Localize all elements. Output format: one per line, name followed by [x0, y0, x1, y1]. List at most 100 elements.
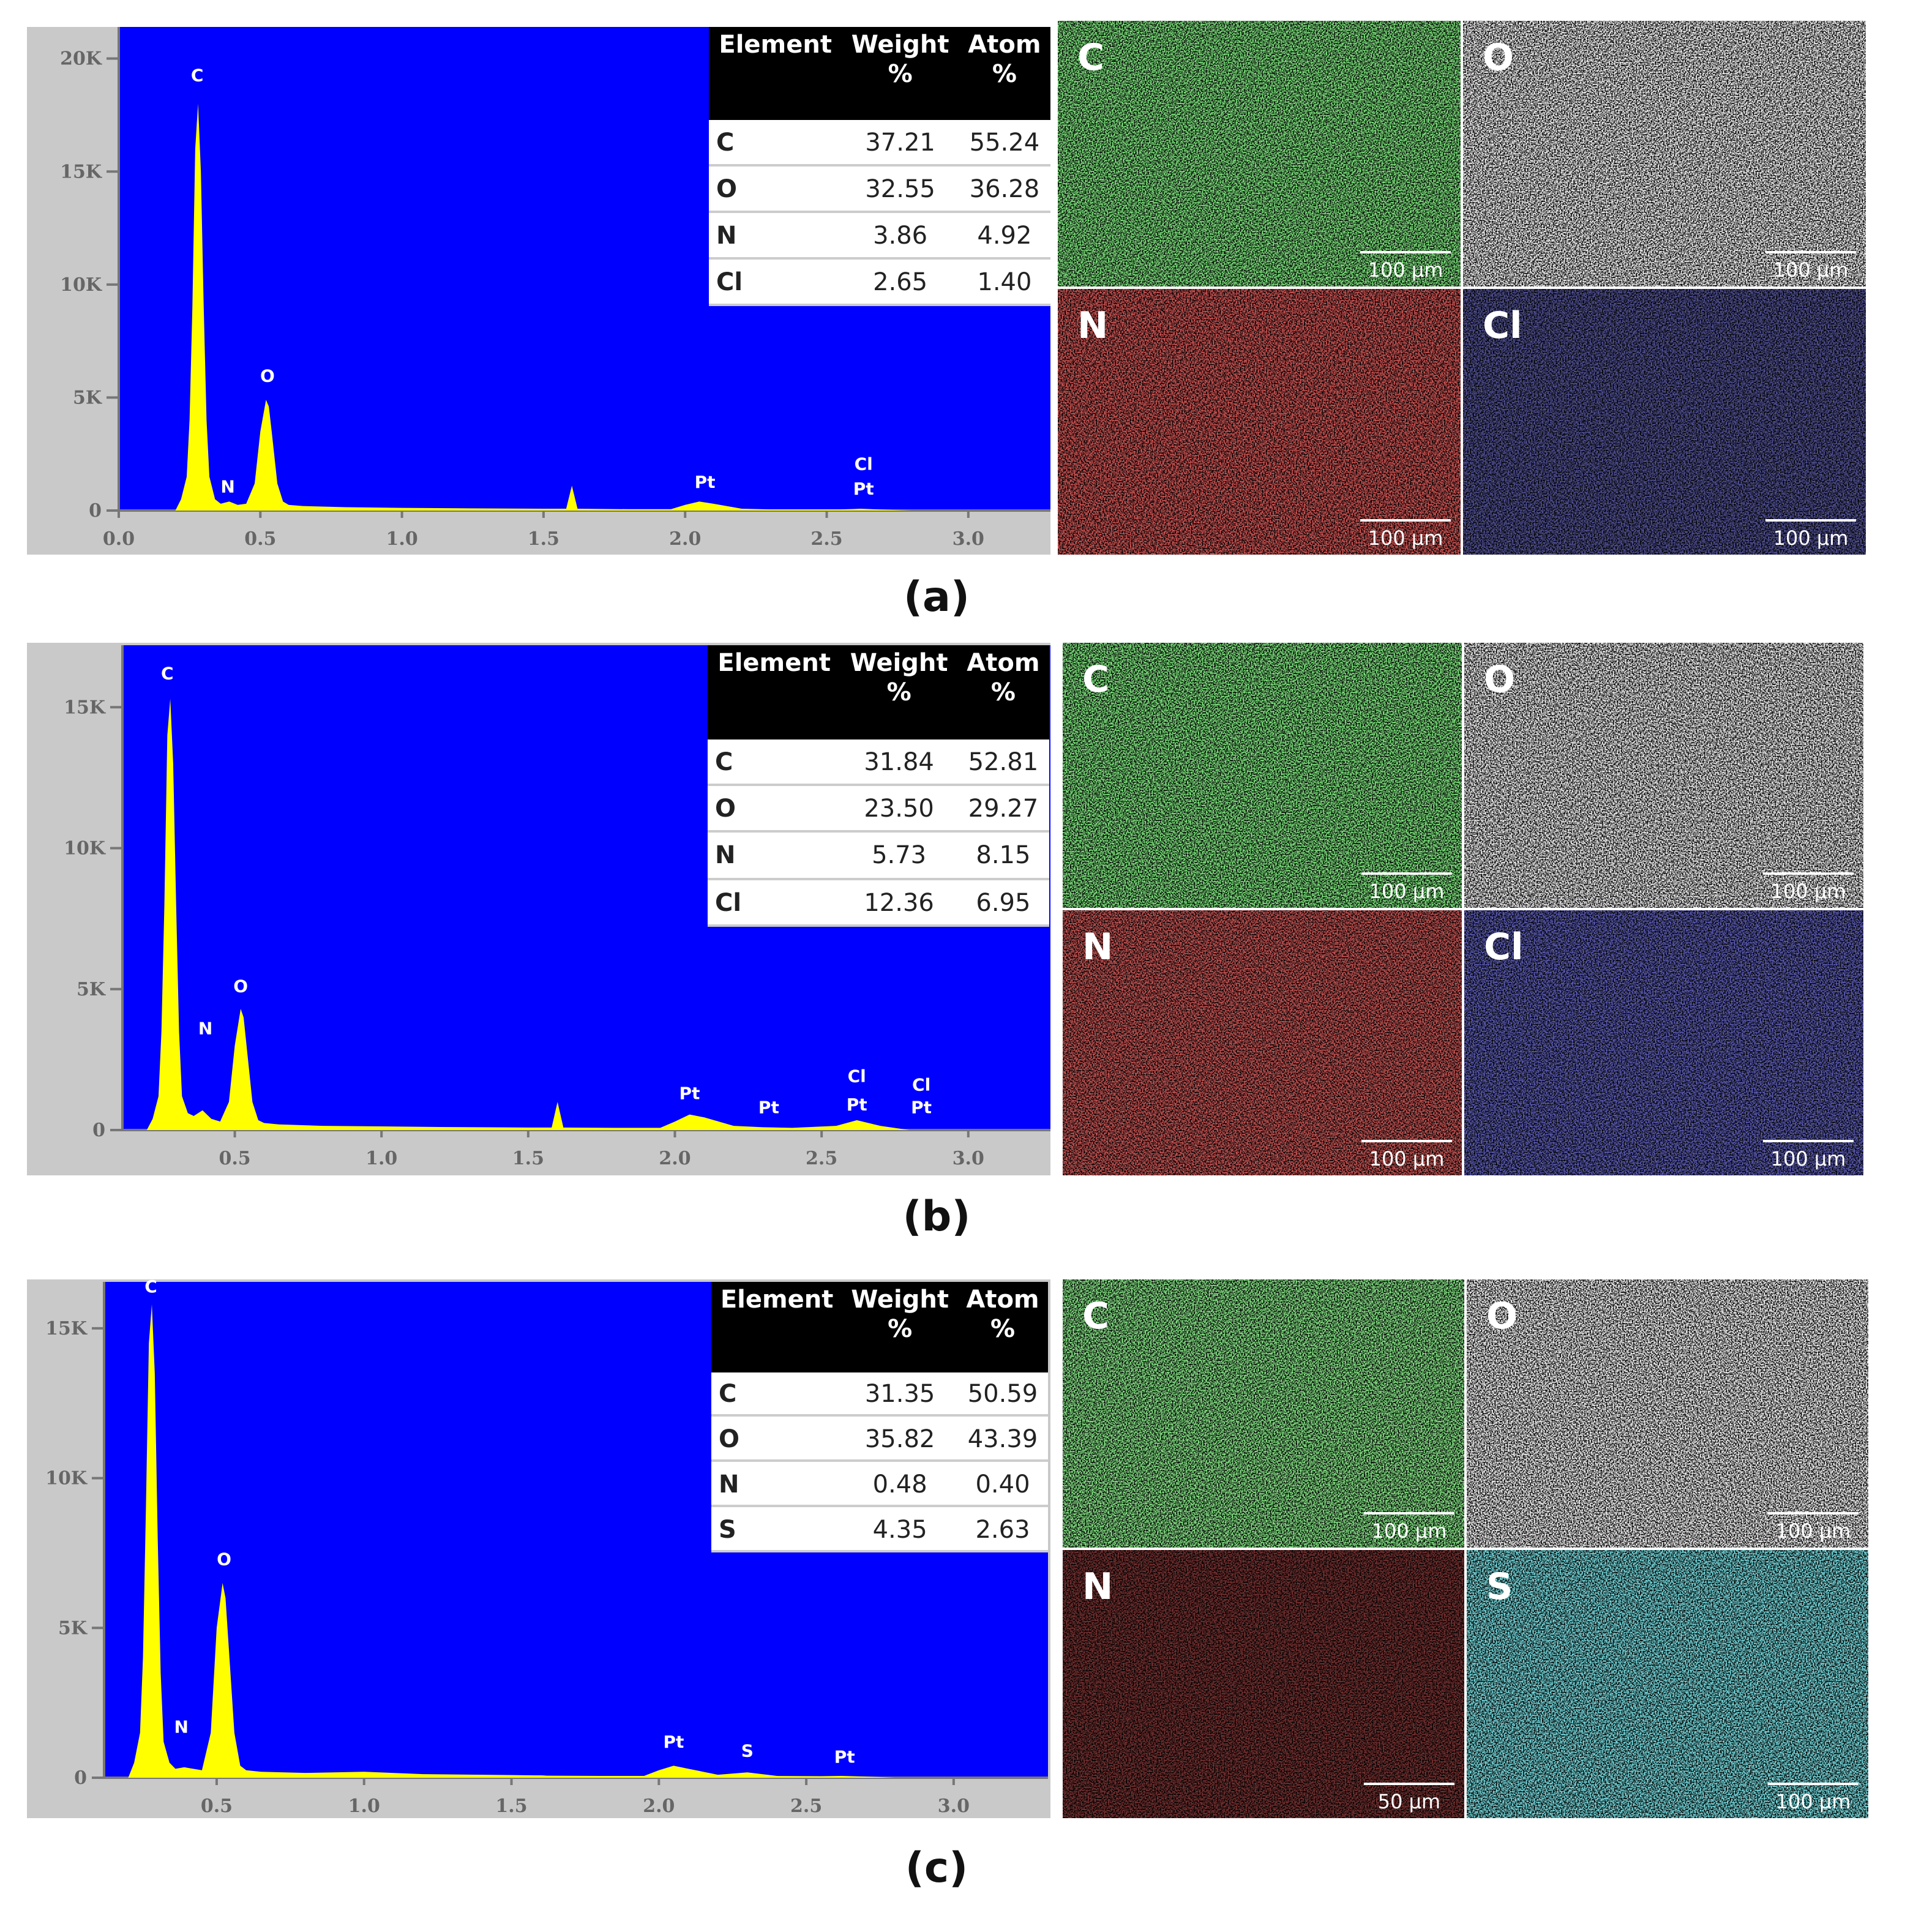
peak-label: S	[741, 1741, 754, 1761]
map-texture	[1058, 289, 1461, 555]
map-element: Cl	[1483, 304, 1522, 347]
table-cell: 6.95	[957, 878, 1049, 927]
scale-bar-label: 100 μm	[1773, 526, 1849, 550]
scale-bar-label: 100 μm	[1771, 1147, 1846, 1170]
peak-label: Pt	[911, 1097, 932, 1117]
x-tick-label: 1.0	[386, 528, 418, 550]
map-element: N	[1082, 926, 1113, 968]
table-cell: 32.55	[842, 165, 959, 213]
table-row: O 23.50 29.27	[708, 784, 1049, 833]
table-row: C 37.21 55.24	[709, 120, 1050, 167]
x-tick-label: 0.0	[103, 528, 135, 550]
x-tick-label: 1.0	[348, 1795, 380, 1817]
table-cell: C	[711, 1372, 843, 1417]
header-cell: Weight %	[842, 1282, 957, 1372]
header-cell: Element	[708, 645, 841, 739]
table-cell: Cl	[708, 878, 841, 927]
header-text: Weight %	[851, 1284, 949, 1343]
y-tick-label: 0	[74, 1767, 87, 1789]
table-cell: 29.27	[957, 784, 1049, 833]
header-cell: Atom %	[958, 27, 1050, 121]
table-cell: 2.63	[957, 1506, 1048, 1552]
table-row: N 3.86 4.92	[709, 211, 1050, 260]
table-box: Element Weight %Atom %C 37.21 55.24O 32.55 36…	[709, 27, 1050, 306]
peak-label: Pt	[758, 1097, 779, 1117]
table-cell: 43.39	[957, 1415, 1048, 1462]
map-texture	[1058, 21, 1461, 286]
table-row: C 31.35 50.59	[711, 1372, 1048, 1417]
x-tick-label: 0.5	[244, 528, 276, 550]
scale-bar-label: 100 μm	[1773, 258, 1849, 282]
y-tick-label: 20K	[60, 48, 102, 70]
table-cell: 8.15	[957, 831, 1049, 880]
table-cell: N	[709, 211, 842, 260]
peak-label: C	[144, 1276, 157, 1297]
table-cell: 31.84	[840, 739, 957, 786]
map-texture	[1467, 1279, 1868, 1548]
header-row: Element Weight % Atom %	[709, 27, 1050, 121]
table-cell: Cl	[709, 258, 842, 306]
map-texture	[1464, 910, 1863, 1175]
scale-bar-label: 100 μm	[1368, 526, 1443, 550]
table-cell: 52.81	[957, 739, 1049, 786]
table-box: Element Weight %Atom %C 31.84 52.81O 23.50 29…	[708, 645, 1049, 927]
scale-bar-label: 100 μm	[1369, 880, 1445, 903]
peak-label: O	[217, 1549, 231, 1570]
map-texture	[1063, 1550, 1464, 1818]
map-texture	[1063, 1279, 1464, 1548]
header-text: Element	[717, 648, 831, 677]
table-row: S 4.35 2.63	[711, 1506, 1048, 1552]
table-cell: 36.28	[958, 165, 1050, 213]
scale-bar-label: 100 μm	[1776, 1790, 1851, 1813]
x-tick-label: 2.0	[669, 528, 701, 550]
map-element: O	[1484, 658, 1515, 701]
table-cell: C	[709, 120, 842, 167]
table-cell: 0.48	[842, 1461, 957, 1508]
table-box: Element Weight %Atom %C 31.35 50.59O 35.82 43…	[711, 1282, 1048, 1552]
peak-label: O	[260, 366, 275, 386]
scale-bar-label: 100 μm	[1771, 880, 1846, 903]
header-row: Element Weight % Atom %	[708, 645, 1049, 739]
header-text: Weight %	[851, 29, 949, 88]
header-text: Atom %	[967, 648, 1040, 706]
map-texture	[1463, 289, 1866, 555]
peak-label: O	[233, 976, 248, 996]
header-text: Atom %	[966, 1284, 1039, 1343]
y-tick-label: 10K	[60, 274, 102, 296]
table-cell: S	[711, 1506, 843, 1552]
map-element: N	[1077, 304, 1108, 347]
x-tick-label: 1.5	[512, 1148, 544, 1169]
map-texture	[1467, 1550, 1868, 1818]
table-row: O 32.55 36.28	[709, 165, 1050, 213]
composition-table: Element Weight % Atom % C 31.35 50.59 O 35.82 43…	[711, 1282, 1048, 1552]
table-cell: 12.36	[840, 878, 957, 927]
map-element: S	[1486, 1565, 1513, 1608]
table-cell: 4.92	[958, 211, 1050, 260]
peak-label: Pt	[663, 1732, 684, 1752]
y-tick-label: 10K	[64, 838, 106, 859]
peak-label: N	[198, 1018, 212, 1038]
header-cell: Atom %	[957, 1282, 1048, 1372]
x-tick-label: 3.0	[952, 1148, 984, 1169]
peak-label: Pt	[695, 472, 716, 492]
peak-label: Cl	[855, 454, 873, 474]
table-row: N 0.48 0.40	[711, 1461, 1048, 1508]
peak-label: C	[161, 663, 174, 683]
x-tick-label: 3.0	[952, 528, 984, 550]
table-row: O 35.82 43.39	[711, 1415, 1048, 1462]
peak-label: Cl	[912, 1075, 930, 1095]
y-tick-label: 10K	[45, 1468, 88, 1489]
map-element: N	[1082, 1565, 1113, 1608]
table-cell: 5.73	[840, 831, 957, 880]
table-row: N 5.73 8.15	[708, 831, 1049, 880]
map-element: C	[1082, 658, 1109, 701]
table-cell: 35.82	[842, 1415, 957, 1462]
x-tick-label: 1.5	[528, 528, 560, 550]
table-row: C 31.84 52.81	[708, 739, 1049, 786]
panel-label: (b)	[903, 1193, 971, 1241]
peak-label: N	[220, 476, 234, 496]
table-cell: 55.24	[958, 120, 1050, 167]
table-cell: 4.35	[842, 1506, 957, 1552]
composition-table: Element Weight % Atom % C 31.84 52.81 O 23.50 29…	[708, 645, 1049, 927]
